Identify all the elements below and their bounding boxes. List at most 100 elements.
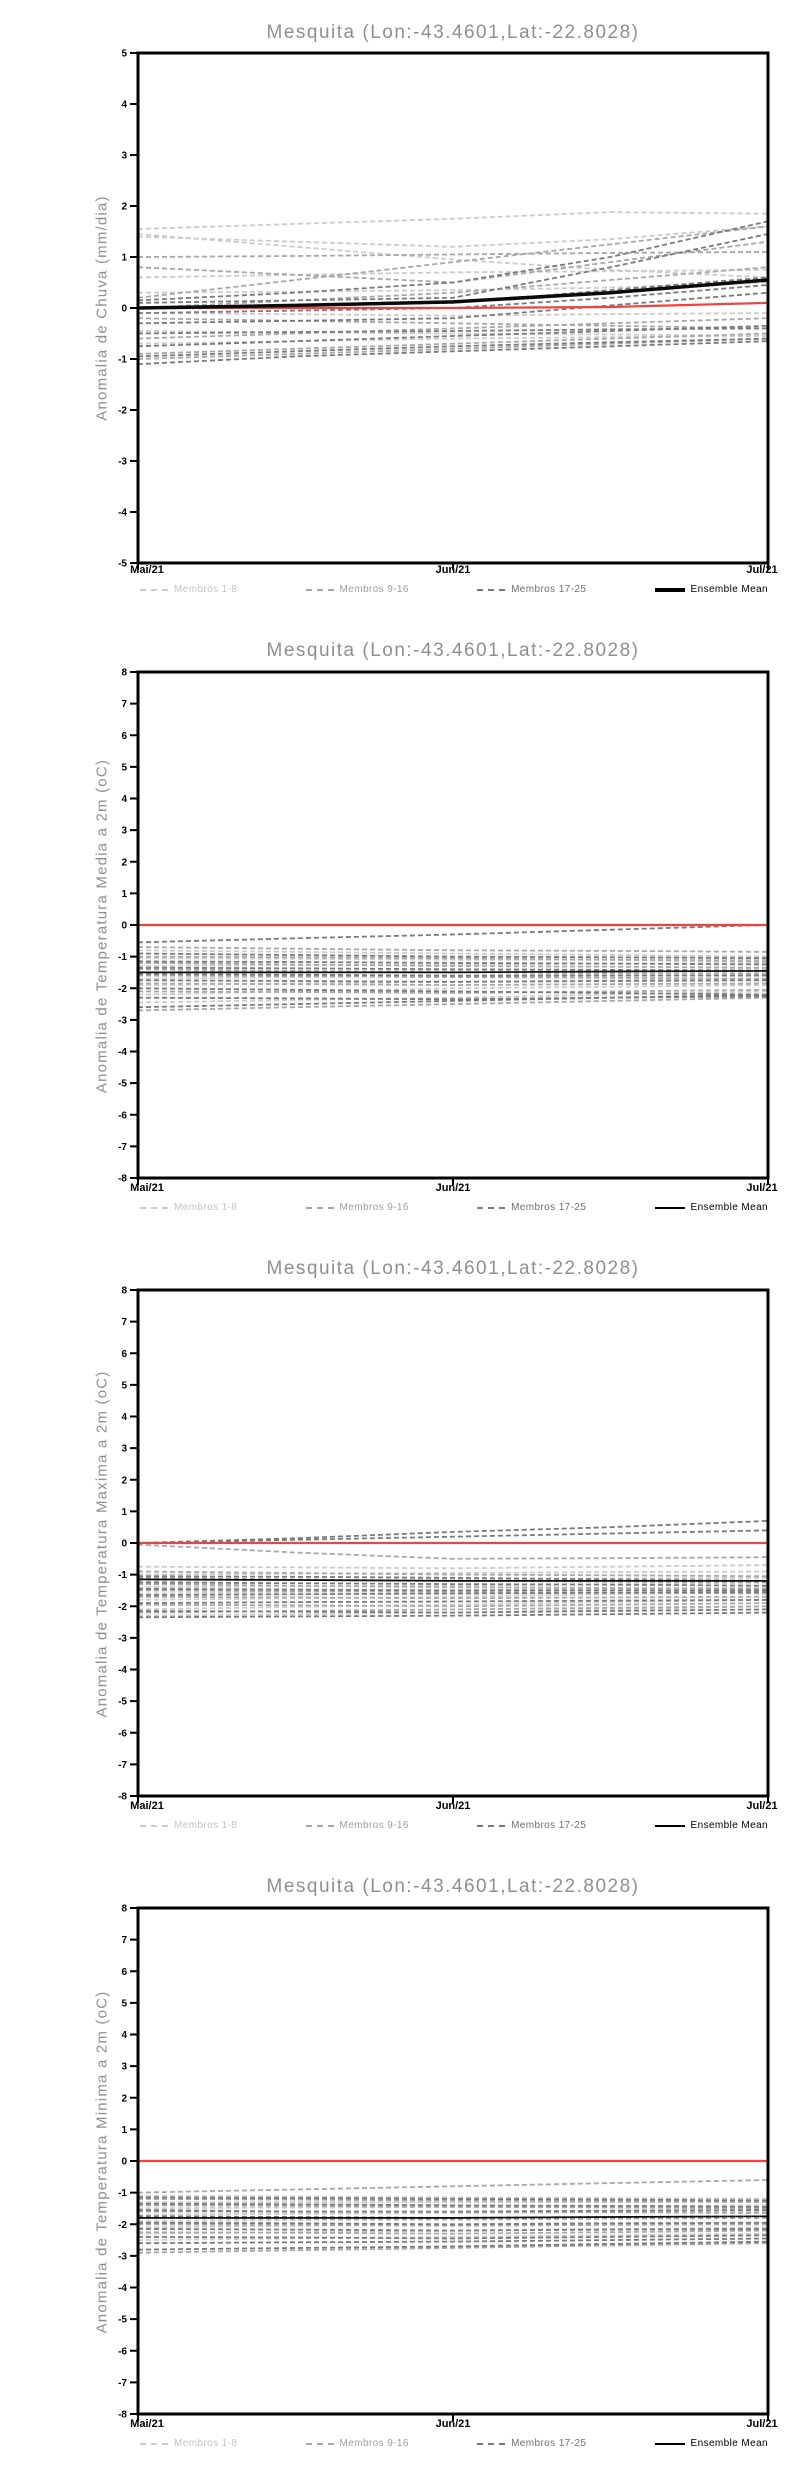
legend-item: Membros 9-16	[305, 1820, 409, 1831]
y-tick-label: 0	[121, 921, 127, 932]
dashed-line-swatch	[477, 2442, 506, 2445]
y-tick-label: 3	[121, 1444, 127, 1455]
y-tick-label: -4	[118, 508, 127, 519]
dashed-line-swatch	[140, 1824, 168, 1827]
y-tick-label: 2	[121, 857, 127, 868]
x-tick-label: Mai/21	[130, 2418, 164, 2430]
member-line	[137, 1589, 769, 1595]
member-line	[137, 1581, 769, 1589]
member-line	[137, 225, 769, 299]
legend-label: Membros 9-16	[339, 1820, 409, 1831]
legend-item: Membros 17-25	[477, 584, 586, 595]
y-tick-label: -7	[118, 2378, 127, 2389]
member-line	[137, 324, 769, 348]
member-line	[137, 233, 769, 279]
legend-item: Membros 9-16	[305, 1202, 409, 1213]
x-axis-labels: Mai/21 Jun/21 Jul/21	[0, 1182, 800, 1196]
y-tick-label: 0	[121, 1539, 127, 1550]
y-axis-label: Anomalia de Temperatura Maxima a 2m (oC)	[93, 1370, 111, 1718]
max-temperature-anomaly-line-chart: 8 7 6 5 4 3 2 1 0 -1 -2 -3 -4 -5 -6 -7 -8	[118, 1286, 770, 1803]
member-line	[137, 317, 769, 330]
member-line	[137, 340, 769, 365]
y-tick-label: -4	[118, 2283, 127, 2294]
legend-item: Ensemble Mean	[654, 1202, 768, 1213]
member-line	[137, 1605, 769, 1614]
member-line	[137, 993, 769, 1009]
member-line	[137, 337, 769, 360]
y-tick-label: 7	[121, 1317, 127, 1328]
legend-item: Membros 1-8	[140, 1202, 237, 1213]
y-tick-label: -3	[118, 2251, 127, 2262]
legend-item: Ensemble Mean	[654, 2438, 768, 2449]
ensemble-mean-line	[137, 1578, 768, 1582]
member-line	[137, 1605, 769, 1617]
x-tick-label: Mai/21	[130, 1182, 164, 1194]
member-line	[137, 317, 769, 340]
legend-label: Membros 9-16	[339, 2438, 409, 2449]
plot-frame	[136, 1288, 770, 1798]
x-tick-label: Jul/21	[746, 1182, 778, 1194]
member-line	[137, 220, 769, 302]
dashed-line-swatch	[477, 1206, 506, 1209]
legend-label: Membros 1-8	[174, 2438, 238, 2449]
member-line	[137, 949, 769, 958]
member-line	[137, 2210, 769, 2216]
mean-temperature-anomaly-line-chart: 8 7 6 5 4 3 2 1 0 -1 -2 -3 -4 -5 -6 -7 -8	[118, 668, 770, 1185]
member-line	[137, 996, 769, 1012]
member-line	[137, 960, 769, 966]
member-line	[137, 995, 769, 1001]
member-line	[137, 240, 769, 284]
member-line	[137, 924, 769, 944]
y-tick-label: 4	[121, 794, 127, 805]
member-line	[137, 1543, 769, 1560]
legend-item: Membros 1-8	[140, 584, 237, 595]
y-tick-label: 3	[121, 2062, 127, 2073]
y-tick-label: -8	[118, 1792, 127, 1803]
member-line	[137, 2196, 769, 2202]
y-tick-label: -1	[118, 355, 127, 366]
x-tick-label: Jun/21	[435, 564, 471, 576]
legend-label: Membros 1-8	[174, 1202, 238, 1213]
y-tick-label: 5	[121, 1998, 127, 2009]
member-line	[137, 979, 769, 983]
member-line	[137, 2209, 769, 2213]
legend-item: Membros 17-25	[477, 2438, 586, 2449]
y-tick-label: -4	[118, 1665, 127, 1676]
y-tick-label: 0	[121, 2157, 127, 2168]
chart-legend: Membros 1-8 Membros 9-16 Membros 17-25 E…	[140, 1202, 768, 1213]
dashed-line-swatch	[477, 1824, 506, 1827]
forecast-chart-panel-mean-temperature: 8 7 6 5 4 3 2 1 0 -1 -2 -3 -4 -5 -6 -7 -8 Mesquita (Lon:…	[0, 618, 800, 1236]
legend-label: Membros 17-25	[511, 1820, 587, 1831]
member-line	[137, 974, 769, 980]
min-temperature-anomaly-line-chart: 8 7 6 5 4 3 2 1 0 -1 -2 -3 -4 -5 -6 -7 -8	[118, 1904, 770, 2421]
x-tick-label: Jun/21	[435, 1182, 471, 1194]
dashed-line-swatch	[140, 1206, 168, 1209]
y-tick-label: 5	[121, 49, 127, 60]
y-tick-label: 3	[121, 826, 127, 837]
x-axis-labels: Mai/21 Jun/21 Jul/21	[0, 2418, 800, 2432]
member-line	[137, 2228, 769, 2232]
y-tick-label: -1	[118, 2188, 127, 2199]
legend-label: Membros 1-8	[174, 1820, 238, 1831]
y-tick-label: 1	[121, 889, 127, 900]
member-line	[137, 962, 769, 969]
member-line	[137, 281, 769, 294]
y-tick-label: -5	[118, 1079, 127, 1090]
chart-title: Mesquita (Lon:-43.4601,Lat:-22.8028)	[266, 1876, 640, 1897]
member-line	[137, 268, 769, 279]
plot-frame	[136, 51, 770, 565]
legend-label: Ensemble Mean	[690, 584, 768, 595]
legend-item: Membros 1-8	[140, 1820, 237, 1831]
y-tick-label: 4	[121, 100, 127, 111]
dashed-line-swatch	[305, 1824, 334, 1827]
x-axis-labels: Mai/21 Jun/21 Jul/21	[0, 564, 800, 578]
member-line	[137, 962, 769, 967]
forecast-chart-panel-precipitation: 5 4 3 2 1 0 -1 -2 -3 -4 -5 Mesquita (Lon:-43.4601,…	[0, 0, 800, 618]
member-line	[137, 327, 769, 335]
dashed-line-swatch	[305, 588, 334, 591]
dashed-line-swatch	[305, 2442, 334, 2445]
member-line	[137, 1599, 769, 1611]
chart-legend: Membros 1-8 Membros 9-16 Membros 17-25 E…	[140, 1820, 768, 1831]
member-line	[137, 1575, 769, 1582]
member-line	[137, 2202, 769, 2208]
